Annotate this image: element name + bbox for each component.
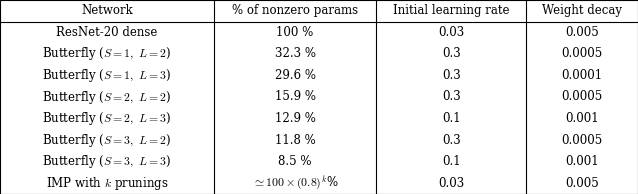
- Text: IMP with $k$ prunings: IMP with $k$ prunings: [45, 175, 168, 192]
- Text: 0.0005: 0.0005: [561, 47, 603, 60]
- Text: 12.9 %: 12.9 %: [274, 112, 316, 125]
- Text: 0.0005: 0.0005: [561, 134, 603, 147]
- Text: 0.001: 0.001: [565, 155, 599, 168]
- Text: 0.3: 0.3: [442, 90, 461, 104]
- Text: 0.3: 0.3: [442, 69, 461, 82]
- Text: 0.03: 0.03: [438, 26, 464, 39]
- Text: Weight decay: Weight decay: [542, 4, 622, 17]
- Text: $\simeq 100 \times (0.8)^{k}$%: $\simeq 100 \times (0.8)^{k}$%: [252, 175, 338, 192]
- Text: 11.8 %: 11.8 %: [275, 134, 315, 147]
- Text: 8.5 %: 8.5 %: [278, 155, 312, 168]
- Text: 0.3: 0.3: [442, 134, 461, 147]
- Text: Butterfly ($S = 1,\ L = 2$): Butterfly ($S = 1,\ L = 2$): [42, 45, 172, 62]
- Text: 0.0005: 0.0005: [561, 90, 603, 104]
- Text: 0.1: 0.1: [442, 112, 461, 125]
- Text: 15.9 %: 15.9 %: [274, 90, 316, 104]
- Text: Butterfly ($S = 1,\ L = 3$): Butterfly ($S = 1,\ L = 3$): [42, 67, 172, 84]
- Text: 0.005: 0.005: [565, 26, 599, 39]
- Text: 29.6 %: 29.6 %: [274, 69, 316, 82]
- Text: 0.001: 0.001: [565, 112, 599, 125]
- Text: Butterfly ($S = 3,\ L = 3$): Butterfly ($S = 3,\ L = 3$): [42, 153, 172, 170]
- Text: 0.03: 0.03: [438, 177, 464, 190]
- Text: Butterfly ($S = 3,\ L = 2$): Butterfly ($S = 3,\ L = 2$): [42, 132, 172, 149]
- Text: Butterfly ($S = 2,\ L = 3$): Butterfly ($S = 2,\ L = 3$): [42, 110, 172, 127]
- Text: 0.0001: 0.0001: [561, 69, 603, 82]
- Text: Initial learning rate: Initial learning rate: [393, 4, 510, 17]
- Text: 0.005: 0.005: [565, 177, 599, 190]
- Text: 100 %: 100 %: [276, 26, 314, 39]
- Text: Network: Network: [81, 4, 133, 17]
- Text: 0.3: 0.3: [442, 47, 461, 60]
- Text: 0.1: 0.1: [442, 155, 461, 168]
- Text: % of nonzero params: % of nonzero params: [232, 4, 358, 17]
- Text: Butterfly ($S = 2,\ L = 2$): Butterfly ($S = 2,\ L = 2$): [42, 88, 172, 106]
- Text: 32.3 %: 32.3 %: [274, 47, 316, 60]
- Text: ResNet-20 dense: ResNet-20 dense: [56, 26, 158, 39]
